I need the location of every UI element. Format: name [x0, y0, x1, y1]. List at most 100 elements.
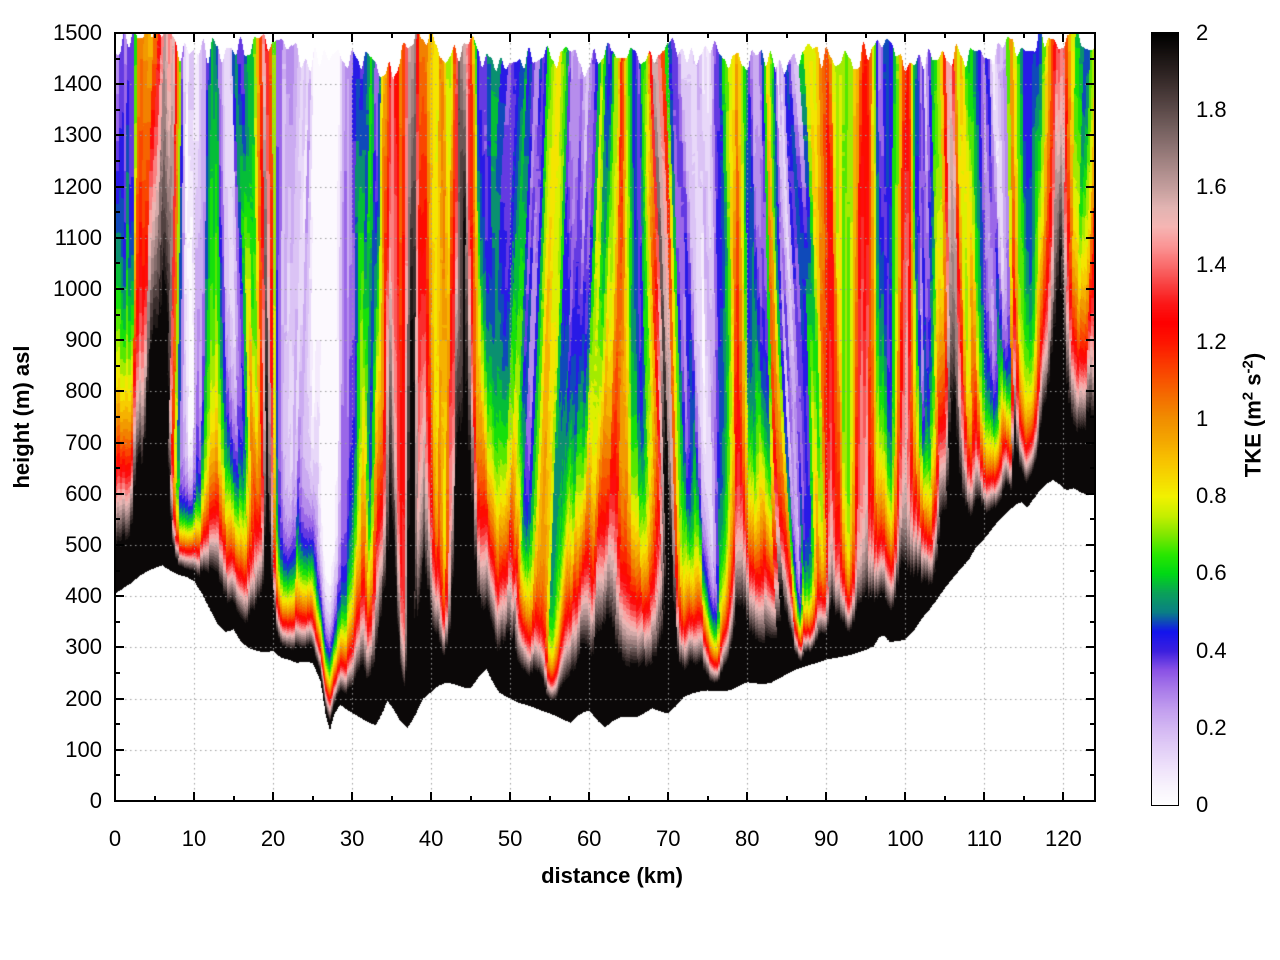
colorbar-title-text: s: [1240, 373, 1266, 392]
x-major-tick: [272, 792, 275, 801]
colorbar-tick-label: 0.8: [1196, 483, 1227, 509]
x-tick-label: 110: [966, 826, 1002, 851]
y-tick-label: 300: [65, 634, 102, 660]
y-major-tick: [115, 646, 124, 649]
x-major-tick: [825, 33, 828, 42]
x-tick-label: 0: [108, 826, 122, 851]
y-minor-tick: [115, 467, 120, 470]
y-major-tick: [1086, 492, 1095, 495]
y-major-tick: [1086, 595, 1095, 598]
y-minor-tick: [115, 57, 120, 60]
x-major-tick: [588, 792, 591, 801]
y-minor-tick: [1090, 467, 1095, 470]
x-minor-tick: [232, 33, 235, 38]
x-minor-tick: [864, 33, 867, 38]
y-major-tick: [1086, 83, 1095, 86]
x-tick-label: 20: [260, 826, 286, 851]
y-minor-tick: [1090, 262, 1095, 265]
y-major-tick: [115, 339, 124, 342]
y-minor-tick: [1090, 108, 1095, 111]
y-major-tick: [115, 595, 124, 598]
x-tick-label: 50: [497, 826, 523, 851]
y-tick-label: 600: [65, 480, 102, 506]
x-minor-tick: [548, 33, 551, 38]
y-minor-tick: [115, 416, 120, 418]
y-major-tick: [1086, 544, 1095, 546]
y-major-tick: [1086, 697, 1095, 700]
y-major-tick: [1086, 441, 1095, 444]
x-tick-label: 80: [735, 826, 760, 851]
y-tick-label: 800: [65, 378, 102, 404]
colorbar-title-text: ): [1240, 352, 1266, 361]
x-minor-tick: [627, 796, 630, 801]
y-major-tick: [115, 390, 124, 393]
colorbar-gradient-canvas: [1152, 33, 1178, 805]
y-major-tick: [1086, 236, 1095, 239]
colorbar-tick-label: 1: [1196, 406, 1209, 431]
y-major-tick: [115, 441, 124, 444]
x-minor-tick: [311, 33, 314, 38]
y-major-tick: [1086, 339, 1095, 342]
y-tick-label: 100: [65, 736, 102, 762]
x-minor-tick: [627, 33, 630, 38]
x-major-tick: [193, 33, 196, 42]
x-minor-tick: [943, 796, 946, 801]
y-minor-tick: [1090, 416, 1095, 418]
x-minor-tick: [469, 33, 472, 38]
x-minor-tick: [785, 33, 788, 38]
x-minor-tick: [153, 33, 156, 38]
x-major-tick: [983, 792, 986, 801]
y-major-tick: [115, 544, 124, 546]
y-tick-label: 900: [65, 327, 102, 353]
colorbar-tick-label: 1.6: [1196, 174, 1227, 200]
y-tick-label: 1200: [53, 173, 102, 199]
x-major-tick: [1062, 33, 1065, 42]
y-tick-label: 400: [65, 583, 102, 609]
x-minor-tick: [469, 796, 472, 801]
colorbar-tick-label: 1.4: [1196, 251, 1227, 277]
x-minor-tick: [390, 33, 393, 38]
y-major-tick: [115, 185, 124, 188]
y-major-tick: [115, 800, 124, 802]
x-major-tick: [272, 33, 275, 42]
x-major-tick: [430, 33, 433, 42]
x-major-tick: [904, 792, 907, 801]
y-minor-tick: [115, 160, 120, 162]
x-tick-label: 60: [576, 826, 602, 851]
colorbar-tick-label: 0.2: [1196, 714, 1227, 740]
y-minor-tick: [115, 313, 120, 316]
y-minor-tick: [115, 108, 120, 111]
x-major-tick: [509, 792, 512, 801]
y-minor-tick: [1090, 364, 1095, 367]
y-major-tick: [1086, 748, 1095, 751]
y-major-tick: [115, 492, 124, 495]
x-minor-tick: [232, 796, 235, 801]
y-tick-label: 500: [65, 532, 102, 557]
x-major-tick: [1062, 792, 1065, 801]
y-minor-tick: [115, 364, 120, 367]
x-major-tick: [746, 792, 749, 801]
x-major-tick: [904, 33, 907, 42]
colorbar-tick-label: 0.4: [1196, 637, 1227, 663]
y-minor-tick: [115, 723, 120, 726]
x-major-tick: [667, 792, 670, 801]
colorbar-tick-label: 2: [1196, 20, 1209, 45]
x-tick-label: 40: [418, 826, 444, 851]
y-major-tick: [115, 32, 124, 34]
x-minor-tick: [706, 33, 709, 38]
y-minor-tick: [115, 672, 120, 674]
x-tick-label: 30: [339, 826, 365, 851]
colorbar-title: TKE (m2 s-2): [1239, 353, 1266, 477]
y-major-tick: [115, 83, 124, 86]
y-minor-tick: [1090, 313, 1095, 316]
y-minor-tick: [1090, 774, 1095, 777]
x-minor-tick: [943, 33, 946, 38]
colorbar-title-sup: 2: [1239, 391, 1257, 401]
y-minor-tick: [115, 774, 120, 777]
y-tick-label: 1000: [53, 276, 102, 301]
y-tick-label: 200: [65, 685, 102, 711]
x-major-tick: [351, 33, 354, 42]
x-major-tick: [114, 33, 116, 42]
x-minor-tick: [706, 796, 709, 801]
